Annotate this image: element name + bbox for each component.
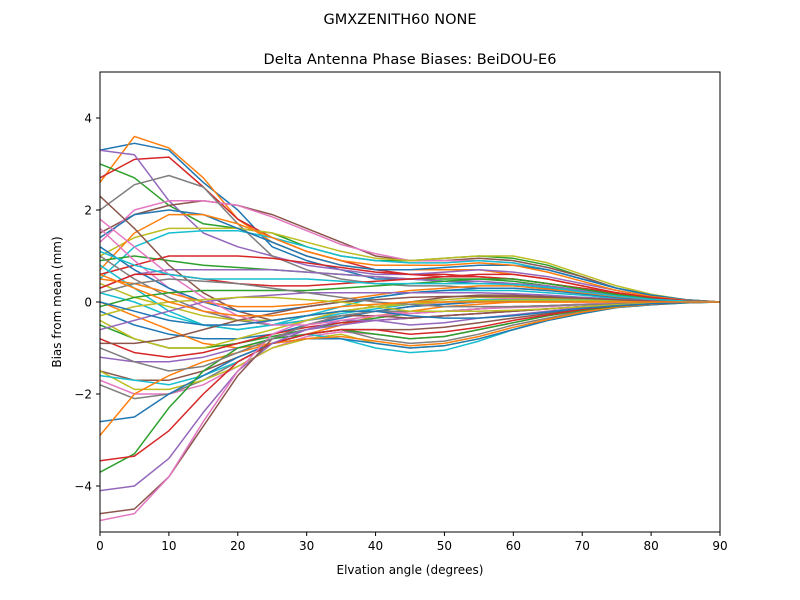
y-tick-label: −4 (74, 480, 92, 494)
series-line-51 (100, 301, 720, 326)
y-axis-label: Bias from mean (mm) (50, 236, 64, 367)
y-tick-label: −2 (74, 388, 92, 402)
series-layer (100, 135, 720, 522)
x-tick-label: 0 (96, 539, 104, 553)
series-line-14 (100, 255, 720, 303)
plot-area (99, 71, 721, 533)
x-tick-label: 10 (161, 539, 176, 553)
series-line-32 (100, 301, 720, 436)
series-line-49 (100, 296, 720, 317)
chart-title: Delta Antenna Phase Biases: BeiDOU-E6 (264, 52, 557, 68)
x-tick-label: 50 (437, 539, 452, 553)
series-line-48 (100, 278, 720, 308)
y-tick-label: 4 (84, 112, 92, 126)
x-tick-label: 80 (643, 539, 658, 553)
chart-suptitle: GMXZENITH60 NONE (324, 12, 477, 28)
series-line-46 (100, 295, 720, 345)
series-line-12 (100, 213, 720, 303)
y-tick-label: 2 (84, 204, 92, 218)
series-line-9 (100, 227, 720, 303)
x-tick-label: 90 (712, 539, 727, 553)
y-axis: −4 −2 0 2 4 (74, 112, 100, 494)
series-line-52 (100, 273, 720, 317)
y-tick-label: 0 (84, 296, 92, 310)
x-tick-label: 20 (230, 539, 245, 553)
x-tick-label: 30 (299, 539, 314, 553)
x-tick-label: 40 (368, 539, 383, 553)
x-tick-label: 60 (506, 539, 521, 553)
x-tick-label: 70 (575, 539, 590, 553)
x-axis-label: Elvation angle (degrees) (337, 563, 484, 577)
series-line-50 (100, 250, 720, 303)
x-axis: 0 10 20 30 40 50 60 70 80 90 (96, 532, 728, 553)
